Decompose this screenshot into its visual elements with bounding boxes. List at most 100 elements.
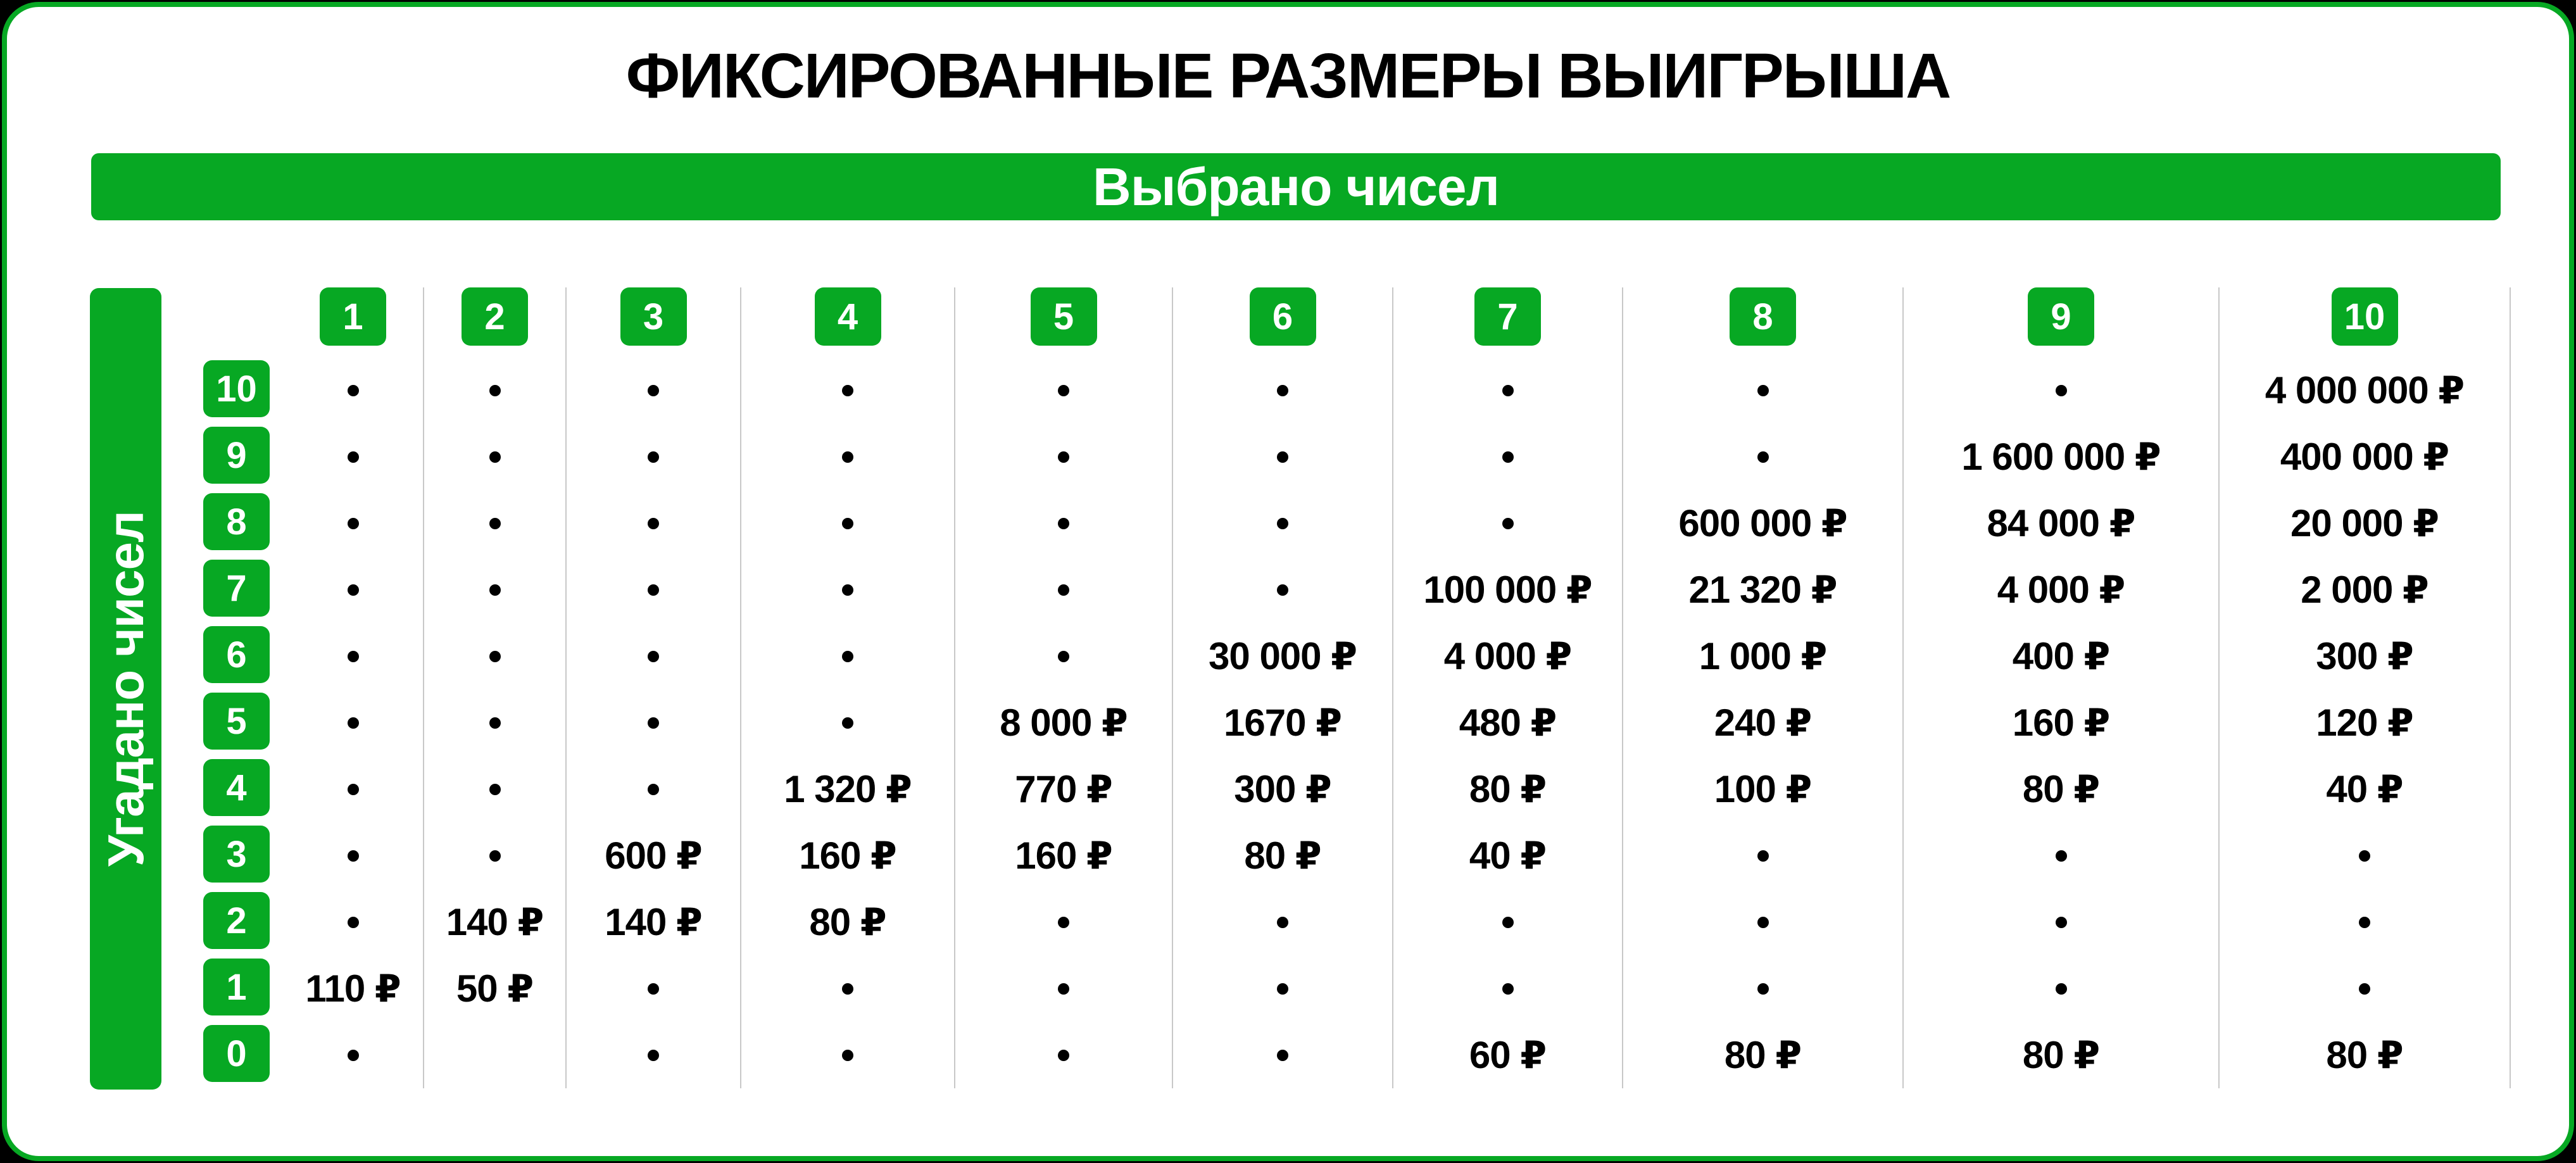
prize-cell-guessed0-chosen3 [567,1022,740,1088]
prize-cell-guessed10-chosen9 [1904,357,2218,424]
chosen-numbers-label: Выбрано чисел [1093,156,1500,217]
prize-cell-guessed8-chosen3 [567,490,740,556]
no-prize-dot [489,650,501,662]
prize-cell-guessed8-chosen2 [424,490,565,556]
no-prize-dot [489,517,501,529]
row-header-9: 9 [203,427,270,484]
prize-cell-guessed6-chosen8: 1 000 ₽ [1699,634,1828,677]
prize-cell-guessed10-chosen4 [741,357,954,424]
no-prize-dot [2359,850,2370,862]
prize-cell-guessed0-chosen4 [741,1022,954,1088]
no-prize-dot [347,1049,359,1061]
prize-cell-guessed5-chosen6: 1670 ₽ [1224,701,1342,744]
row-header-3: 3 [203,826,270,883]
prize-cell-guessed9-chosen2 [424,424,565,490]
prize-cell-guessed3-chosen4: 160 ₽ [799,834,897,877]
prize-cell-guessed10-chosen7 [1393,357,1622,424]
prize-cell-guessed2-chosen4: 80 ₽ [809,900,886,943]
no-prize-dot [1502,916,1514,928]
prize-cell-guessed2-chosen3: 140 ₽ [605,900,703,943]
prize-cell-guessed7-chosen9: 4 000 ₽ [1997,568,2126,611]
prize-cell-guessed3-chosen1 [283,822,423,889]
prize-cell-guessed2-chosen2: 140 ₽ [446,900,544,943]
prize-cell-guessed5-chosen5: 8 000 ₽ [1000,701,1128,744]
prize-cell-guessed9-chosen3 [567,424,740,490]
column-header-4: 4 [814,287,881,346]
row-header-8: 8 [203,493,270,550]
no-prize-dot [1757,384,1769,396]
prize-cell-guessed4-chosen3 [567,756,740,822]
guessed-count-axis: 10 9 8 7 6 5 4 3 2 1 0 [203,360,270,1082]
row-header-2: 2 [203,892,270,949]
column-header-1: 1 [320,287,386,346]
no-prize-dot [842,584,853,596]
prize-cell-guessed2-chosen1 [283,889,423,955]
prize-cell-guessed3-chosen5: 160 ₽ [1015,834,1113,877]
prize-cell-guessed0-chosen8: 80 ₽ [1724,1033,1802,1076]
prize-cell-guessed0-chosen6 [1173,1022,1392,1088]
column-1: 1 110 ₽ [283,287,424,1088]
prize-cell-guessed0-chosen1 [283,1022,423,1088]
no-prize-dot [1058,384,1069,396]
column-9: 9 1 600 000 ₽ 84 000 ₽ 4 000 ₽ 400 ₽ 160 ₽ 80 … [1904,287,2220,1088]
prize-cell-guessed0-chosen10: 80 ₽ [2326,1033,2403,1076]
prize-cell-guessed3-chosen2 [424,822,565,889]
prize-cell-guessed7-chosen8: 21 320 ₽ [1688,568,1838,611]
no-prize-dot [347,850,359,862]
prize-cell-guessed9-chosen10: 400 000 ₽ [2280,435,2449,478]
row-header-7: 7 [203,560,270,617]
no-prize-dot [347,783,359,795]
prize-cell-guessed3-chosen10 [2220,822,2510,889]
prize-cell-guessed5-chosen1 [283,689,423,756]
prize-cell-guessed4-chosen4: 1 320 ₽ [784,767,912,810]
prize-cell-guessed1-chosen3 [567,955,740,1022]
prize-cell-guessed8-chosen10: 20 000 ₽ [2290,501,2439,544]
prize-cell-guessed0-chosen2 [424,1022,565,1088]
prize-cell-guessed9-chosen7 [1393,424,1622,490]
no-prize-dot [1058,584,1069,596]
no-prize-dot [1277,451,1288,463]
prize-cell-guessed2-chosen7 [1393,889,1622,955]
prize-cell-guessed4-chosen2 [424,756,565,822]
prize-cell-guessed10-chosen5 [955,357,1172,424]
no-prize-dot [648,650,659,662]
no-prize-dot [648,451,659,463]
no-prize-dot [1502,384,1514,396]
no-prize-dot [489,384,501,396]
prize-cell-guessed2-chosen6 [1173,889,1392,955]
column-4: 4 1 320 ₽ 160 ₽ 80 ₽ [741,287,955,1088]
prize-cell-guessed6-chosen2 [424,623,565,689]
prize-cell-guessed1-chosen7 [1393,955,1622,1022]
no-prize-dot [1757,916,1769,928]
prize-cell-guessed8-chosen5 [955,490,1172,556]
row-header-6: 6 [203,626,270,683]
no-prize-dot [842,1049,853,1061]
prize-cell-guessed7-chosen7: 100 000 ₽ [1423,568,1592,611]
prize-cell-guessed1-chosen4 [741,955,954,1022]
prize-cell-guessed10-chosen10: 4 000 000 ₽ [2265,368,2465,412]
column-header-9: 9 [2028,287,2094,346]
no-prize-dot [648,517,659,529]
column-7: 7 100 000 ₽ 4 000 ₽ 480 ₽ 80 ₽ 40 ₽ 60 ₽ [1393,287,1623,1088]
prize-cell-guessed6-chosen7: 4 000 ₽ [1443,634,1573,677]
column-6: 6 30 000 ₽ 1670 ₽ 300 ₽ 80 ₽ [1173,287,1393,1088]
column-header-cell-10: 10 [2220,287,2510,357]
prize-cell-guessed5-chosen8: 240 ₽ [1714,701,1813,744]
prize-cell-guessed7-chosen5 [955,556,1172,623]
no-prize-dot [2359,983,2370,995]
column-header-cell-3: 3 [567,287,740,357]
prize-cell-guessed7-chosen10: 2 000 ₽ [2301,568,2429,611]
prize-cell-guessed0-chosen7: 60 ₽ [1469,1033,1547,1076]
row-header-0: 0 [203,1025,270,1082]
no-prize-dot [347,384,359,396]
prize-cell-guessed6-chosen6: 30 000 ₽ [1209,634,1357,677]
prize-cell-guessed1-chosen1: 110 ₽ [305,967,401,1010]
column-header-10: 10 [2331,287,2398,346]
column-header-cell-8: 8 [1623,287,1902,357]
no-prize-dot [347,650,359,662]
no-prize-dot [648,983,659,995]
prize-cell-guessed1-chosen10 [2220,955,2510,1022]
prize-cell-guessed7-chosen3 [567,556,740,623]
prize-cell-guessed10-chosen1 [283,357,423,424]
